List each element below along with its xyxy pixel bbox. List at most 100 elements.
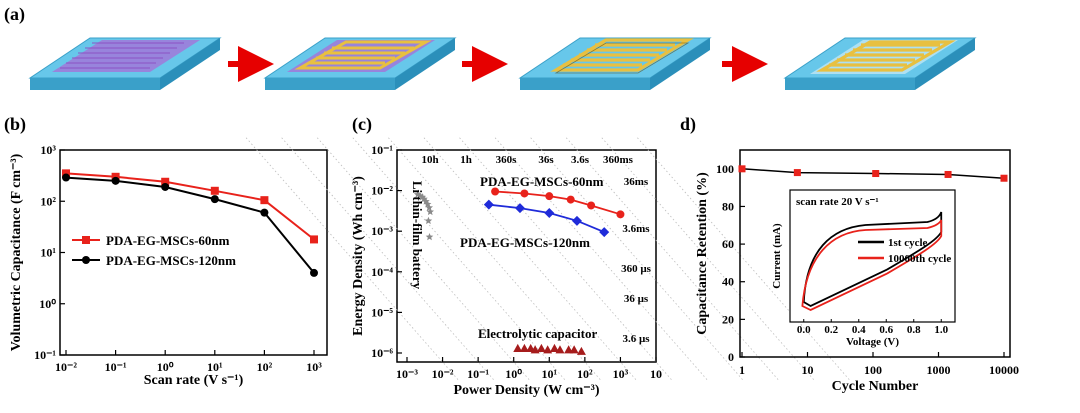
chart-c-point [519,343,529,352]
chart-c-label-li-battery: Li thin-film battery [410,181,425,290]
step-4-with-electrolyte [783,37,977,90]
chart-d-xtick-label: 10 [802,363,814,377]
chart-b-point [62,173,70,182]
chart-b-point [161,182,170,191]
chart-c-time-label: 3.6 µs [622,333,650,345]
chart-d-ytick-label: 60 [722,237,734,251]
chart-b-point [310,268,318,277]
chart-c-frame [396,149,657,363]
chart-c-point [483,199,494,210]
chart-c-ytick-label: 10⁻² [371,184,393,198]
chart-c-time-label: 3.6s [571,154,590,166]
panel-a-label: (a) [4,4,25,25]
chart-c-point [616,210,625,219]
chart-c-point [544,208,555,219]
inset-cv-10000th [801,219,943,311]
chart-c-point [587,201,596,210]
chart-b-point [111,176,120,185]
chart-c-xtick-label: 10⁻² [432,367,454,381]
chart-c-point [425,233,434,241]
chart-b-xtick-label: 10³ [306,360,322,374]
inset-xlabel: Voltage (V) [846,336,899,348]
chart-d-ytick-label: 0 [728,350,734,364]
chart-b-legend-label: PDA-EG-MSCs-60nm [106,233,230,248]
inset-xtick-label: 0.8 [907,324,921,336]
chart-c-xtick-label: 10² [577,367,593,381]
chart-c-point [566,195,575,204]
chart-d-point [944,170,952,178]
chart-c-point [416,191,424,199]
chart-d-ytick-label: 40 [722,275,734,289]
chart-b-legend-label: PDA-EG-MSCs-120nm [106,253,236,268]
chart-b-series-line [65,176,315,274]
chart-b-point [161,177,170,186]
chart-d: 1 10 100 1000 10000 0 20 40 60 80 100 Cycle Number C… [695,149,1019,394]
panel-b-label: (b) [4,114,26,135]
inset-legend-label: 10000th cycle [888,253,951,265]
chart-c-ytick-label: 10⁻³ [371,224,393,238]
step-3-interdigital-electrodes [518,37,712,90]
chart-c-point [599,227,610,238]
inset-xtick-label: 0.0 [797,324,811,336]
chart-c-xtick-label: 10³ [613,367,629,381]
chart-b-xtick-label: 10⁻² [55,360,77,374]
chart-c-label-electrolytic: Electrolytic capacitor [478,326,597,341]
chart-c-point [426,207,434,216]
chart-c-xtick-label: 10⁻¹ [467,367,489,381]
chart-c-point [543,345,553,354]
chart-c-time-label: 360s [496,154,518,166]
chart-c-label-60nm: PDA-EG-MSCs-60nm [480,174,604,189]
chart-c-series-line [495,190,621,216]
chart-d-ytick-label: 100 [716,162,734,176]
chart-c-point [549,343,559,352]
chart-c-time-label: 360ms [603,154,634,166]
chart-c-xlabel: Power Density (W cm⁻³) [454,383,600,398]
chart-b-ytick-label: 10³ [40,143,56,157]
chart-b-point [260,208,269,217]
chart-b-legend-marker [82,256,90,264]
chart-c: 10⁻³ 10⁻² 10⁻¹ 10⁰ 10¹ 10² 10³ 1010⁻¹10⁻²10⁻³10… [245,137,852,398]
chart-d-ylabel: Capacitance Retention (%) [695,172,710,335]
chart-d-xtick-label: 10000 [989,363,1019,377]
chart-d-point [872,170,880,178]
chart-c-time-label: 36ms [624,176,649,188]
chart-b-ytick-label: 10⁰ [39,297,56,311]
inset-xtick-label: 0.6 [879,324,893,336]
chart-c-point [545,192,554,201]
chart-c-point [569,345,579,354]
chart-c-series-line [488,203,605,233]
chart-c-point [420,195,428,203]
chart-b-point [111,172,120,181]
chart-c-point [571,215,582,226]
chart-c-point [513,343,523,352]
chart-b-xtick-label: 10⁰ [157,360,174,374]
step-1-substrate-with-film [28,37,222,90]
chart-b-xlabel: Scan rate (V s⁻¹) [144,373,244,388]
chart-b: 10⁻² 10⁻¹ 10⁰ 10¹ 10² 10³10⁻¹10⁰10¹10²10³Scan… [9,143,328,388]
chart-c-label-120nm: PDA-EG-MSCs-120nm [460,235,590,250]
inset-annotation: scan rate 20 V s⁻¹ [796,196,879,208]
chart-b-xtick-label: 10¹ [207,360,223,374]
chart-d-frame [739,149,1011,358]
chart-d-point [738,165,746,173]
chart-b-ylabel: Volumetric Capacitance (F cm⁻³) [9,153,24,351]
inset-xtick-label: 0.4 [852,324,866,336]
chart-c-point [424,216,433,225]
chart-c-ytick-label: 10⁻⁴ [371,265,393,279]
chart-b-series-line [65,172,315,241]
chart-b-point [260,196,269,205]
chart-d-point [793,169,801,177]
chart-c-point [520,189,529,198]
inset-xtick-label: 1.0 [934,324,948,336]
chart-b-point [210,186,219,195]
chart-c-xtick-label: 10¹ [541,367,557,381]
chart-c-time-label: 10h [421,154,438,166]
chart-c-time-label: 36s [538,154,554,166]
chart-d-xtick-label: 1 [739,363,745,377]
chart-c-ytick-label: 10⁻¹ [371,143,393,157]
chart-d-point [1000,174,1008,182]
chart-c-time-label: 3.6ms [622,223,650,235]
chart-d-xlabel: Cycle Number [832,379,919,394]
chart-c-time-line [281,137,496,382]
